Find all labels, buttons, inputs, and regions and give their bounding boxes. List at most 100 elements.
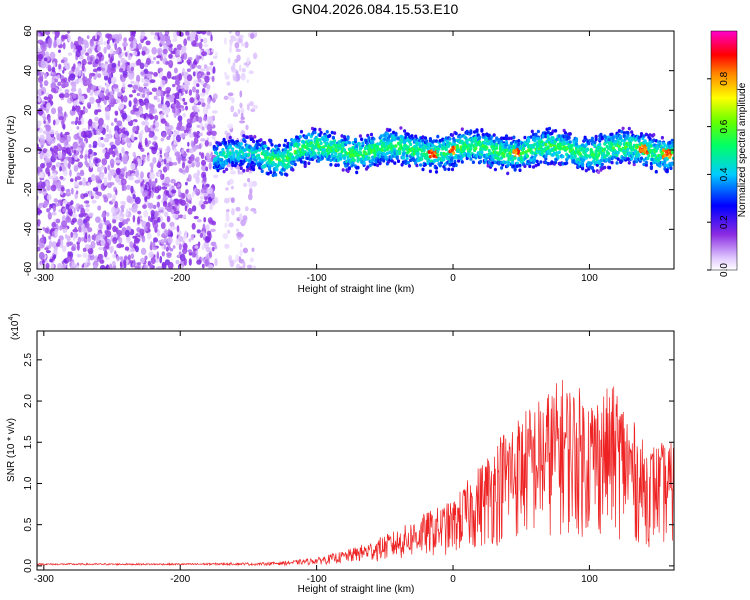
- noise-blob: [106, 44, 111, 50]
- noise-blob: [81, 63, 85, 72]
- noise-blob: [47, 94, 54, 101]
- y-tick-label: 20: [23, 104, 34, 116]
- noise-blob: [71, 82, 77, 89]
- signal-cell: [594, 134, 598, 139]
- noise-blob: [37, 120, 42, 127]
- noise-blob: [166, 93, 170, 97]
- signal-cell: [469, 130, 473, 135]
- noise-blob: [125, 184, 131, 190]
- noise-blob: [89, 96, 95, 105]
- noise-blob: [189, 119, 193, 125]
- noise-blob: [80, 237, 85, 242]
- signal-cell: [579, 154, 584, 158]
- noise-blob: [123, 255, 128, 260]
- signal-cell: [515, 161, 520, 166]
- noise-blob: [104, 166, 108, 175]
- signal-cell: [371, 162, 375, 166]
- noise-blob: [226, 81, 231, 86]
- noise-blob: [39, 71, 45, 76]
- signal-cell: [573, 155, 577, 159]
- noise-blob: [72, 93, 77, 99]
- signal-cell: [398, 147, 402, 151]
- noise-blob: [132, 151, 136, 158]
- noise-blob: [58, 93, 65, 99]
- noise-blob: [101, 158, 108, 166]
- noise-blob: [72, 141, 78, 150]
- signal-cell: [442, 157, 446, 162]
- signal-cell: [626, 157, 630, 161]
- signal-cell: [649, 165, 654, 170]
- noise-blob: [119, 262, 123, 268]
- signal-cell: [565, 161, 569, 165]
- signal-cell: [419, 144, 423, 149]
- signal-cell: [356, 165, 360, 170]
- noise-blob: [162, 79, 166, 86]
- noise-blob: [49, 147, 53, 152]
- signal-cell: [232, 154, 236, 158]
- noise-blob: [98, 117, 104, 126]
- noise-blob: [190, 140, 194, 148]
- noise-blob: [241, 42, 246, 47]
- signal-cell: [491, 157, 495, 162]
- noise-blob: [61, 151, 66, 160]
- signal-cell: [498, 147, 502, 151]
- y-tick-label: 0: [23, 147, 34, 153]
- signal-cell: [387, 141, 391, 146]
- noise-blob: [214, 258, 218, 266]
- noise-blob: [148, 109, 155, 114]
- noise-blob: [136, 74, 141, 83]
- signal-cell: [639, 156, 644, 161]
- signal-cell: [550, 142, 554, 147]
- noise-blob: [46, 208, 50, 213]
- signal-cell: [600, 162, 604, 167]
- noise-blob: [137, 50, 141, 57]
- noise-blob: [63, 92, 70, 98]
- signal-cell: [222, 151, 226, 155]
- noise-blob: [46, 194, 52, 201]
- signal-cell: [249, 157, 253, 161]
- signal-cell: [599, 158, 603, 163]
- colorbar-tick-label: 0.0: [719, 263, 730, 277]
- noise-blob: [203, 116, 207, 121]
- noise-blob: [60, 186, 65, 192]
- noise-blob: [234, 42, 240, 49]
- noise-blob: [163, 243, 167, 250]
- signal-cell: [432, 139, 436, 143]
- noise-blob: [122, 81, 126, 88]
- noise-blob: [176, 56, 182, 63]
- snr-ylabel: SNR (10 * v/v): [6, 418, 17, 482]
- noise-blob: [105, 256, 110, 261]
- noise-blob: [178, 214, 184, 219]
- noise-blob: [148, 251, 154, 259]
- noise-blob: [186, 36, 191, 41]
- noise-blob: [62, 208, 67, 213]
- noise-blob: [207, 96, 211, 105]
- noise-blob: [62, 42, 66, 50]
- noise-blob: [190, 154, 195, 162]
- noise-blob: [70, 200, 74, 206]
- noise-blob: [105, 33, 111, 39]
- signal-cell: [535, 149, 539, 154]
- noise-blob: [37, 227, 42, 234]
- noise-blob: [113, 264, 117, 269]
- signal-cell: [366, 165, 370, 169]
- noise-blob: [205, 224, 210, 231]
- noise-blob: [38, 202, 44, 209]
- noise-blob: [49, 129, 55, 135]
- signal-cell: [608, 159, 612, 164]
- signal-cell: [544, 160, 548, 165]
- signal-cell: [568, 132, 572, 136]
- noise-blob: [152, 219, 156, 226]
- noise-blob: [110, 76, 117, 84]
- noise-blob: [121, 147, 125, 154]
- noise-blob: [239, 213, 243, 221]
- noise-blob: [181, 162, 186, 169]
- signal-cell: [585, 154, 590, 158]
- signal-cell: [231, 163, 235, 168]
- signal-cell: [222, 169, 226, 174]
- signal-cell: [218, 142, 223, 147]
- noise-blob: [100, 240, 106, 246]
- signal-cell: [256, 142, 261, 147]
- signal-cell: [404, 135, 408, 140]
